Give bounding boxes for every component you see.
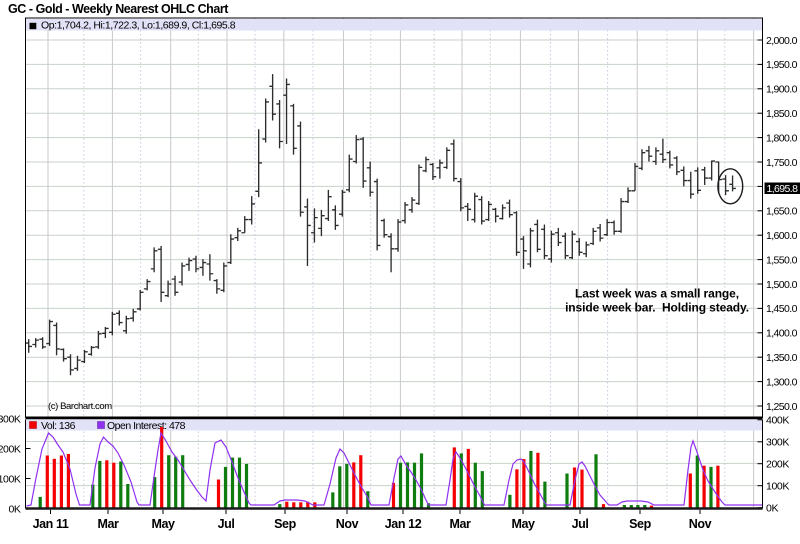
svg-text:1,250.0: 1,250.0 <box>766 401 798 413</box>
svg-text:May: May <box>511 517 535 531</box>
svg-text:Jul: Jul <box>218 517 235 531</box>
svg-text:1,600.0: 1,600.0 <box>766 230 798 242</box>
svg-text:Jul: Jul <box>572 517 589 531</box>
svg-text:Nov: Nov <box>336 517 359 531</box>
svg-text:Vol: 136: Vol: 136 <box>41 420 76 432</box>
svg-text:(c) Barchart.com: (c) Barchart.com <box>48 401 112 412</box>
svg-text:Nov: Nov <box>689 517 712 531</box>
svg-text:Sep: Sep <box>274 517 296 531</box>
svg-text:1,650.0: 1,650.0 <box>766 206 798 218</box>
svg-text:Jan 12: Jan 12 <box>385 517 422 531</box>
svg-text:1,550.0: 1,550.0 <box>766 254 798 266</box>
svg-text:400K: 400K <box>766 415 789 427</box>
svg-text:100K: 100K <box>766 481 789 493</box>
svg-text:GC - Gold - Weekly Nearest OHL: GC - Gold - Weekly Nearest OHLC Chart <box>8 2 229 16</box>
svg-text:0K: 0K <box>766 503 778 515</box>
svg-text:1,350.0: 1,350.0 <box>766 352 798 364</box>
svg-text:Mar: Mar <box>97 517 119 531</box>
svg-text:1,950.0: 1,950.0 <box>766 59 798 71</box>
svg-text:1,400.0: 1,400.0 <box>766 328 798 340</box>
svg-text:May: May <box>151 517 175 531</box>
svg-text:Open Interest: 478: Open Interest: 478 <box>107 420 186 432</box>
svg-text:100K: 100K <box>0 473 21 485</box>
svg-text:Op:1,704.2, Hi:1,722.3, Lo:1,6: Op:1,704.2, Hi:1,722.3, Lo:1,689.9, Cl:1… <box>41 20 236 32</box>
svg-text:1,300.0: 1,300.0 <box>766 376 798 388</box>
svg-text:200K: 200K <box>0 443 21 455</box>
svg-text:1,695.8: 1,695.8 <box>767 183 799 195</box>
svg-text:200K: 200K <box>766 459 789 471</box>
svg-text:300K: 300K <box>0 413 21 425</box>
svg-text:300K: 300K <box>766 437 789 449</box>
svg-text:Last week was a small range,: Last week was a small range, <box>575 287 739 301</box>
svg-text:inside week bar. Holding stea: inside week bar. Holding steady. <box>565 301 749 315</box>
svg-text:1,750.0: 1,750.0 <box>766 157 798 169</box>
svg-text:1,850.0: 1,850.0 <box>766 108 798 120</box>
svg-text:Sep: Sep <box>629 517 651 531</box>
svg-text:1,800.0: 1,800.0 <box>766 132 798 144</box>
svg-text:1,450.0: 1,450.0 <box>766 303 798 315</box>
svg-text:2,000.0: 2,000.0 <box>766 35 798 47</box>
svg-text:Mar: Mar <box>449 517 471 531</box>
svg-text:1,900.0: 1,900.0 <box>766 84 798 96</box>
svg-text:0K: 0K <box>8 503 20 515</box>
svg-text:1,500.0: 1,500.0 <box>766 279 798 291</box>
svg-text:Jan 11: Jan 11 <box>33 517 69 531</box>
